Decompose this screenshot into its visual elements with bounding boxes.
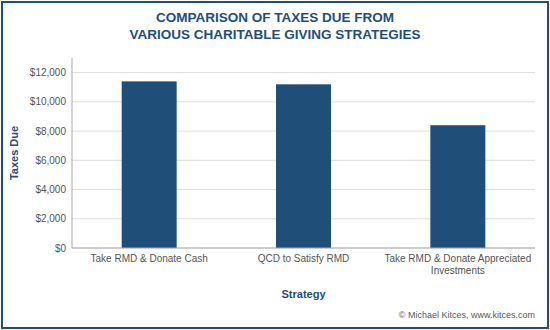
- y-tick-label: $10,000: [30, 96, 67, 107]
- grid-line: [72, 72, 535, 73]
- x-tick-label: Take RMD & Donate Cash: [91, 253, 208, 264]
- y-axis-label: Taxes Due: [8, 126, 20, 180]
- bars: [122, 81, 486, 248]
- y-tick-label: $2,000: [35, 213, 66, 224]
- bar: [122, 81, 177, 248]
- bar: [430, 125, 485, 248]
- y-tick-label: $8,000: [35, 126, 66, 137]
- annotation: © Michael Kitces, www.kitces.com: [399, 310, 535, 320]
- x-tick-label: QCD to Satisfy RMD: [258, 253, 350, 264]
- y-axis: $0 $2,000 $4,000 $6,000 $8,000 $10,000 $12,000: [30, 67, 535, 253]
- y-tick-label: $6,000: [35, 155, 66, 166]
- bar: [276, 84, 331, 248]
- y-tick-label: $12,000: [30, 67, 67, 78]
- grid-line: [72, 248, 535, 249]
- x-tick-label: Take RMD & Donate AppreciatedInvestments: [384, 253, 531, 276]
- y-axis-line: [72, 58, 73, 248]
- title: COMPARISON OF TAXES DUE FROMVARIOUS CHAR…: [129, 10, 420, 42]
- y-tick-label: $4,000: [35, 184, 66, 195]
- border: [2, 2, 548, 328]
- chart: $0 $2,000 $4,000 $6,000 $8,000 $10,000 $12,000…: [0, 0, 550, 330]
- x-axis-line: [72, 248, 535, 249]
- x-axis-label: Strategy: [281, 288, 326, 300]
- y-tick-label: $0: [55, 243, 67, 254]
